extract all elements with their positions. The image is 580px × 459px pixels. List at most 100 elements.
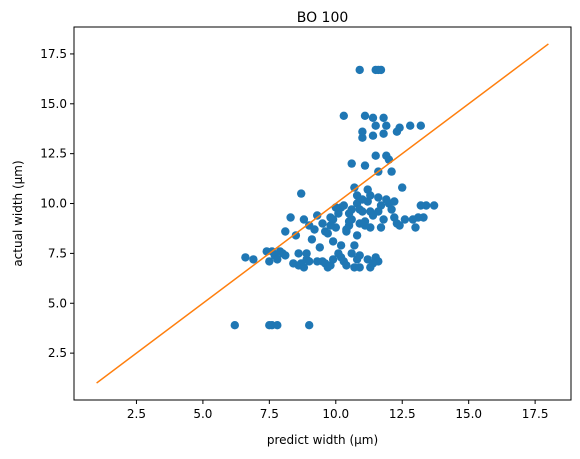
scatter-point	[429, 201, 439, 210]
scatter-point	[366, 191, 375, 200]
scatter-point	[387, 205, 396, 214]
scatter-point	[400, 215, 410, 224]
scatter-point	[411, 223, 420, 232]
scatter-point	[368, 259, 378, 268]
scatter-point	[384, 155, 394, 164]
scatter-point	[328, 255, 338, 264]
x-tick-label: 10.0	[322, 407, 349, 421]
scatter-point	[382, 121, 391, 130]
x-tick-label: 15.0	[455, 407, 482, 421]
scatter-point	[368, 113, 378, 123]
scatter-point	[273, 255, 282, 264]
scatter-point	[374, 193, 383, 202]
scatter-point	[355, 251, 364, 260]
y-tick-label: 10.0	[40, 197, 67, 211]
scatter-point	[382, 195, 391, 204]
data-marks	[96, 43, 549, 384]
scatter-point	[395, 123, 404, 132]
scatter-point	[387, 167, 396, 176]
scatter-point	[360, 111, 370, 121]
scatter-point	[305, 321, 314, 330]
scatter-point	[321, 227, 330, 236]
scatter-point	[416, 121, 425, 130]
scatter-point	[299, 215, 309, 224]
scatter-point	[339, 201, 348, 210]
scatter-point	[355, 263, 364, 272]
scatter-point	[302, 249, 311, 258]
scatter-point	[350, 183, 359, 192]
scatter-point	[342, 261, 351, 270]
scatter-point	[249, 255, 258, 264]
scatter-point	[265, 257, 274, 266]
scatter-point	[313, 257, 322, 266]
scatter-point	[310, 225, 319, 234]
y-tick-label: 17.5	[40, 47, 67, 61]
x-axis-label: predict width (μm)	[267, 433, 378, 447]
plot-frame	[73, 26, 572, 401]
scatter-point	[318, 219, 327, 228]
y-tick-label: 2.5	[48, 346, 67, 360]
scatter-point	[344, 217, 354, 226]
scatter-point	[315, 243, 324, 252]
scatter-point	[368, 131, 378, 140]
scatter-point	[344, 209, 354, 218]
scatter-point	[328, 237, 338, 246]
scatter-point	[358, 195, 367, 204]
scatter-point	[376, 223, 386, 232]
scatter-point	[326, 221, 335, 230]
scatter-point	[406, 121, 415, 130]
scatter-point	[390, 197, 399, 206]
scatter-point	[241, 253, 250, 262]
y-tick-label: 12.5	[40, 147, 67, 161]
scatter-point	[313, 211, 322, 220]
scatter-point	[299, 263, 309, 272]
scatter-point	[355, 65, 364, 75]
scatter-point	[376, 65, 386, 75]
scatter-point	[305, 257, 314, 266]
reference-line	[96, 43, 549, 384]
scatter-point	[230, 321, 239, 330]
scatter-point	[331, 203, 340, 212]
scatter-point	[371, 121, 380, 130]
scatter-point	[339, 111, 348, 121]
chart-title: BO 100	[297, 10, 349, 26]
scatter-point	[398, 183, 407, 192]
scatter-point	[416, 201, 425, 210]
scatter-point	[294, 249, 303, 258]
y-tick-label: 15.0	[40, 97, 67, 111]
scatter-point	[297, 189, 306, 198]
scatter-point	[408, 215, 418, 224]
scatter-point	[395, 221, 404, 230]
axis-ticks: 2.5 5.0 7.5 10.0 12.5 15.0 17.5 2.5 5.0 7.5 10.0 12…	[40, 47, 548, 421]
scatter-point	[360, 161, 370, 170]
scatter-point	[347, 159, 356, 168]
scatter-point	[347, 249, 356, 258]
scatter-point	[379, 129, 388, 138]
scatter-point	[291, 231, 301, 240]
scatter-point	[307, 235, 317, 244]
scatter-point	[286, 213, 295, 222]
scatter-point	[273, 321, 282, 330]
scatter-point	[342, 225, 351, 234]
x-tick-label: 7.5	[260, 407, 279, 421]
scatter-point	[336, 241, 346, 250]
scatter-point	[289, 259, 298, 268]
y-axis-label: actual width (μm)	[11, 160, 25, 266]
scatter-point	[374, 207, 383, 216]
x-tick-label: 2.5	[127, 407, 146, 421]
scatter-point	[371, 151, 380, 160]
scatter-point	[275, 247, 285, 256]
x-tick-label: 12.5	[389, 407, 416, 421]
x-tick-label: 17.5	[522, 407, 549, 421]
scatter-point	[360, 217, 370, 226]
scatter-point	[379, 113, 388, 123]
scatter-point	[379, 215, 388, 224]
y-tick-label: 7.5	[48, 246, 67, 260]
scatter-point	[350, 241, 359, 250]
scatter-point	[358, 133, 367, 142]
x-tick-label: 5.0	[193, 407, 212, 421]
scatter-point	[358, 207, 367, 216]
scatter-point	[358, 127, 367, 136]
